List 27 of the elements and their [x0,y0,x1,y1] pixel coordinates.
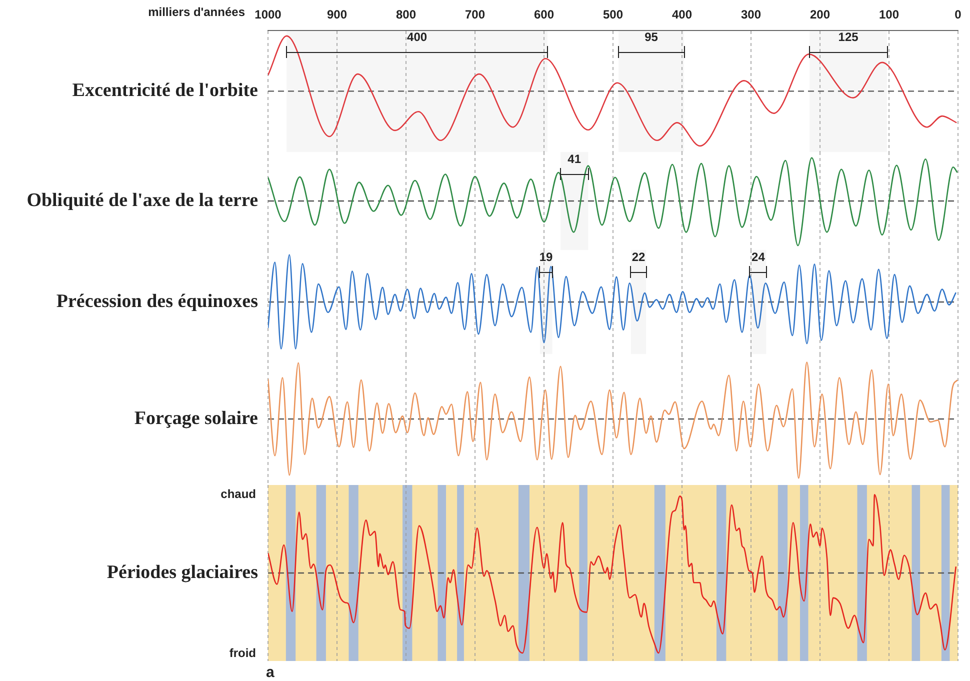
band-label: 400 [406,30,428,44]
x-tick-label: 300 [740,8,762,22]
x-tick-label: 800 [396,8,416,22]
y-axis-title: Excentricité de l'orbite [71,79,258,104]
x-tick-label: 0 [954,8,962,22]
band-label: 41 [566,152,582,166]
y-axis-title: Périodes glaciaires [106,561,258,585]
text: chaud [220,487,256,501]
x-tick-label: 400 [672,8,692,22]
x-tick-label: 500 [602,8,624,22]
x-tick-label: 700 [464,8,486,22]
x-axis-title: milliers d'années [147,5,245,20]
band-label: 95 [644,30,659,44]
text: froid [229,646,256,660]
band-label: 22 [630,250,646,264]
band-label: 19 [538,250,554,264]
text: a [266,664,274,681]
x-tick-label: 600 [534,8,554,22]
y-axis-title: Précession des équinoxes [55,290,258,314]
band-label: 24 [750,250,766,264]
x-tick-label: 900 [326,8,348,22]
y-axis-title: Forçage solaire [133,407,258,431]
band-label: 125 [837,30,860,44]
y-axis-title: Obliquité de l'axe de la terre [26,189,258,213]
x-tick-label: 1000 [254,8,282,22]
x-tick-label: 100 [878,8,900,22]
x-tick-label: 200 [810,8,830,22]
